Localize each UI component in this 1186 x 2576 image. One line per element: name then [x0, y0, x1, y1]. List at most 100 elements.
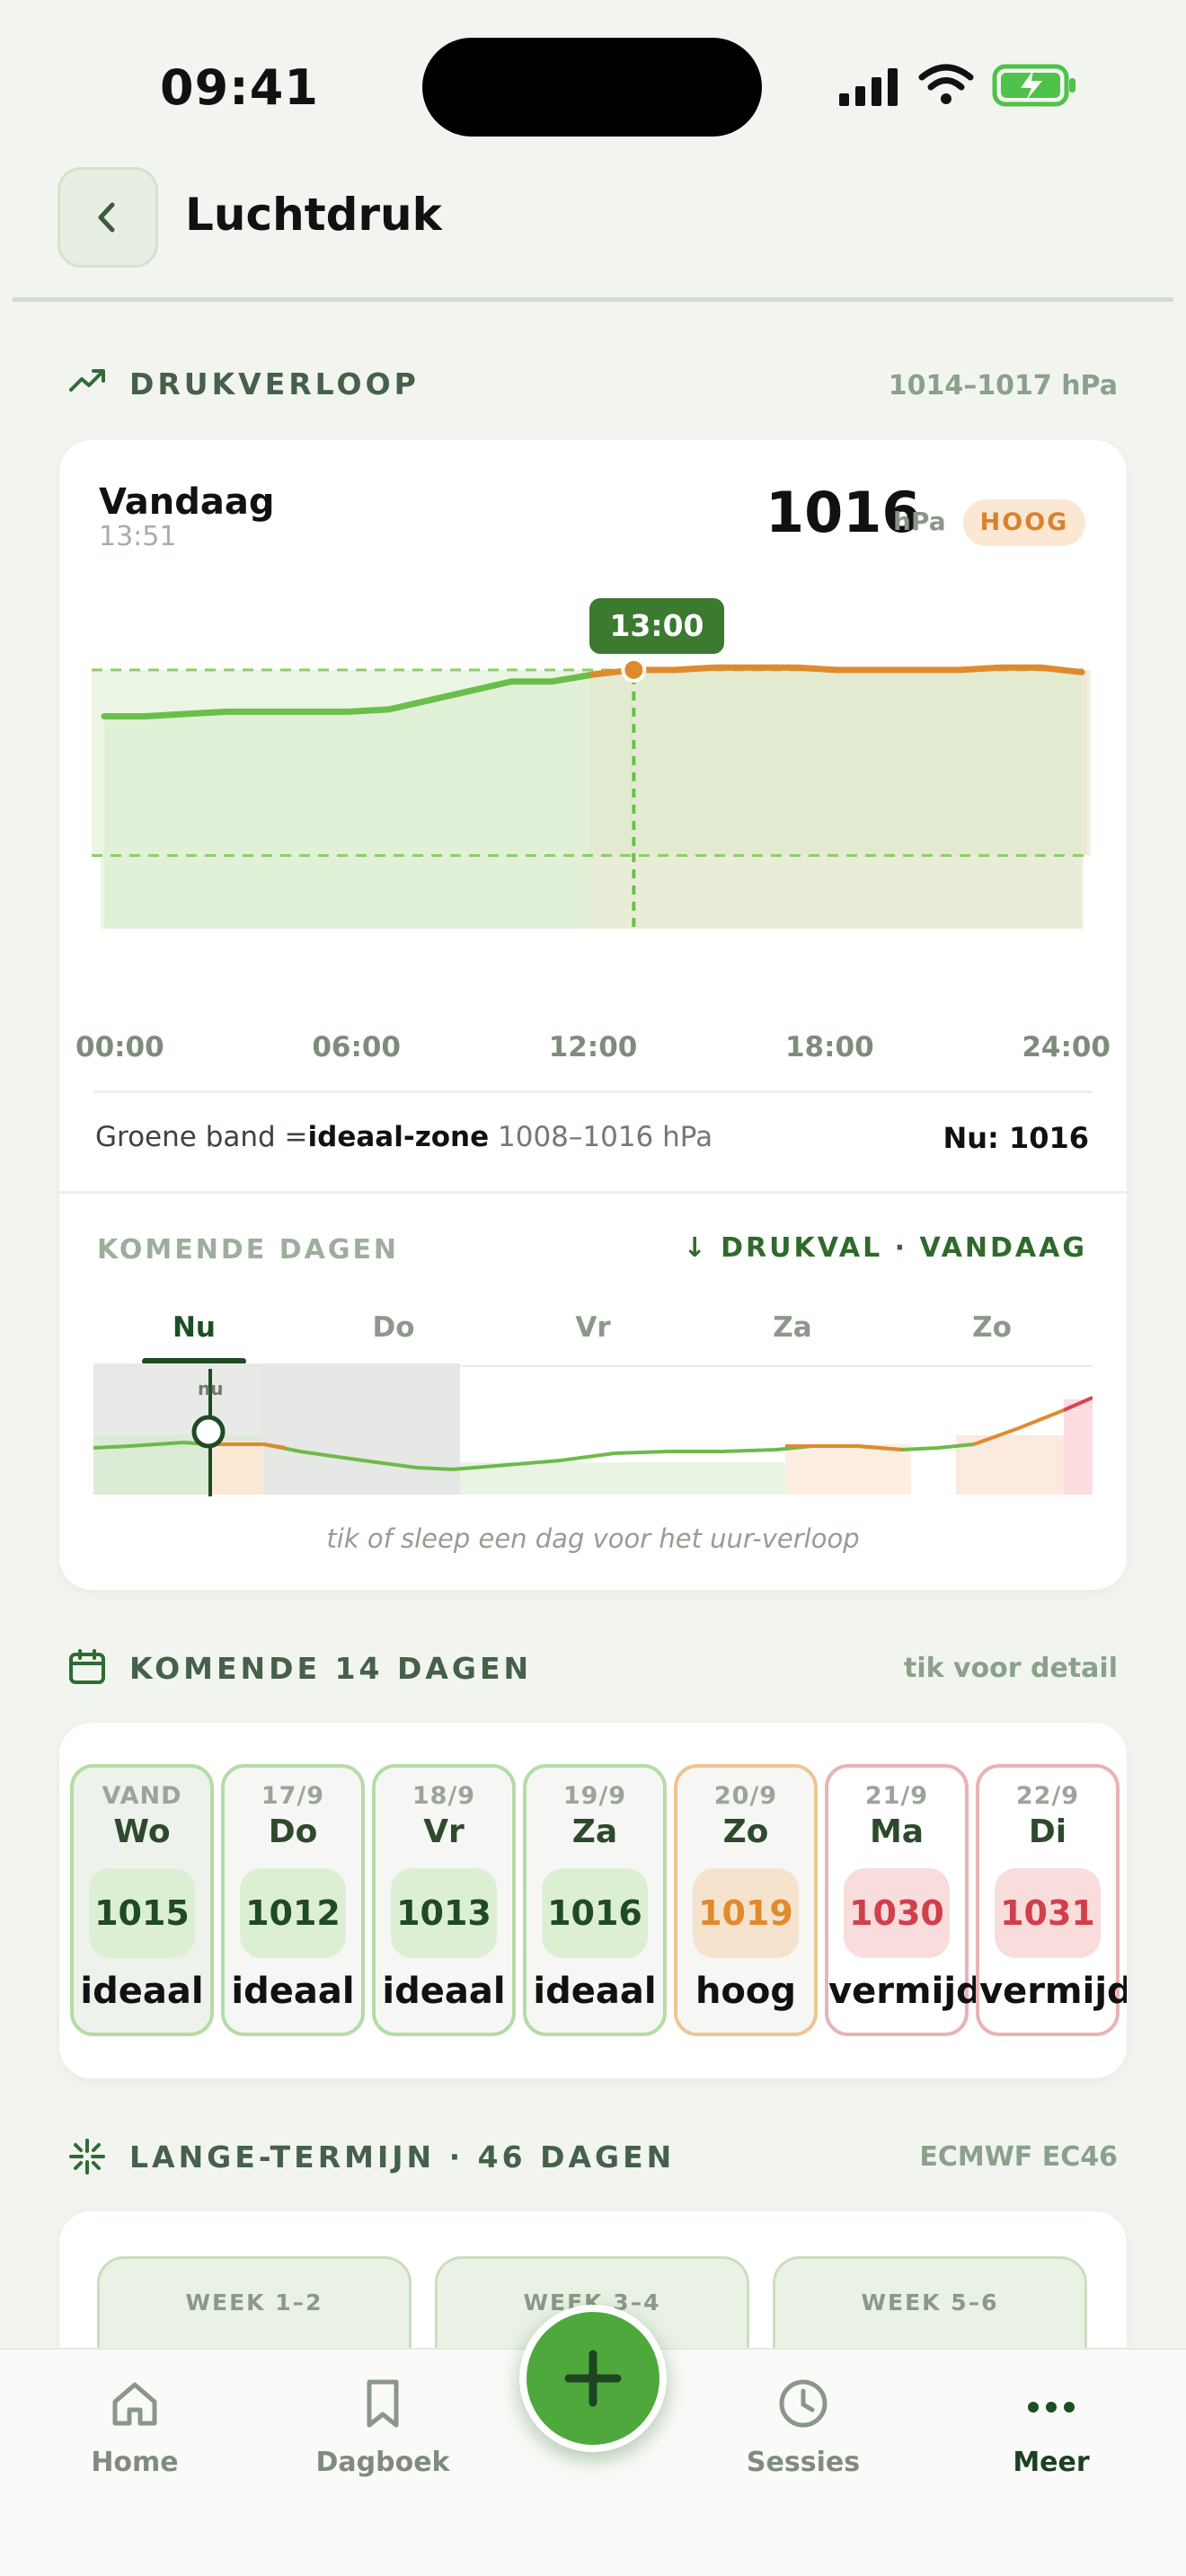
fourteen-days-title: KOMENDE 14 DAGEN	[129, 1651, 533, 1686]
series-line-high	[589, 664, 1085, 678]
day-tile[interactable]: 22/9 Di 1031 vermijden	[976, 1764, 1127, 2036]
tab-sessions[interactable]: Sessies	[713, 2377, 893, 2478]
tab-label: Home	[91, 2447, 179, 2478]
tab-label: Meer	[1013, 2447, 1090, 2478]
day-name: Zo	[722, 1813, 769, 1850]
day-tile[interactable]: VAND Wo 1015 ideaal	[70, 1764, 214, 2036]
x-tick: 00:00	[75, 1031, 164, 1063]
tab-friday[interactable]: Vr	[575, 1311, 611, 1344]
long-term-source: ECMWF EC46	[919, 2141, 1118, 2173]
current-point	[621, 657, 647, 683]
day-date: VAND	[102, 1782, 182, 1810]
x-tick: 18:00	[784, 1031, 874, 1063]
detail-hint[interactable]: tik voor detail	[903, 1653, 1118, 1684]
status-time: 09:41	[160, 59, 319, 116]
legend-bold: ideaal-zone	[307, 1121, 490, 1153]
coming-days-title: KOMENDE DAGEN	[97, 1234, 400, 1266]
tab-diary[interactable]: Dagboek	[293, 2377, 473, 2478]
legend-prefix: Groene band =	[95, 1121, 308, 1153]
day-pressure: 1031	[995, 1868, 1101, 1958]
wifi-icon	[918, 63, 974, 110]
day-name: Di	[1028, 1813, 1067, 1850]
day-date: 20/9	[713, 1782, 778, 1810]
tab-saturday[interactable]: Za	[773, 1311, 812, 1344]
now-marker-label: nu	[198, 1378, 224, 1399]
day-tiles-row: VAND Wo 1015 ideaal 17/9 Do 1012 ideaal 18/9 Vr 10…	[70, 1764, 1127, 2036]
trend-range: 1014–1017 hPa	[888, 370, 1118, 401]
tab-now[interactable]: Nu	[172, 1311, 216, 1344]
battery-charging-icon	[992, 63, 1078, 111]
day-tile[interactable]: 18/9 Vr 1013 ideaal	[372, 1764, 516, 2036]
day-tile[interactable]: 19/9 Za 1016 ideaal	[523, 1764, 667, 2036]
day-pressure: 1013	[391, 1868, 497, 1958]
add-button[interactable]	[519, 2305, 667, 2452]
tab-thursday[interactable]: Do	[372, 1311, 415, 1344]
day-date: 21/9	[864, 1782, 929, 1810]
today-label: Vandaag	[99, 481, 275, 523]
day-pressure: 1030	[844, 1868, 950, 1958]
legend-range: 1008–1016 hPa	[489, 1121, 713, 1153]
x-tick: 06:00	[312, 1031, 402, 1063]
pressure-chart[interactable]	[92, 593, 1098, 988]
long-term-title: LANGE-TERMIJN · 46 DAGEN	[129, 2139, 676, 2175]
chart-tooltip: 13:00	[589, 598, 724, 654]
tab-home[interactable]: Home	[45, 2377, 225, 2478]
clock-icon	[779, 2379, 828, 2428]
day-date: 18/9	[412, 1782, 476, 1810]
status-badge: HOOG	[963, 499, 1085, 546]
day-pressure: 1015	[89, 1868, 195, 1958]
x-axis-ticks: 00:00 06:00 12:00 18:00 24:00	[75, 1031, 1111, 1063]
day-status: ideaal	[80, 1971, 204, 2012]
day-tile[interactable]: 20/9 Zo 1019 hoog	[674, 1764, 818, 2036]
day-name: Wo	[113, 1813, 171, 1850]
day-tile[interactable]: 21/9 Ma 1030 vermijden	[825, 1764, 1031, 2036]
day-status: ideaal	[533, 1971, 657, 2012]
tab-sunday[interactable]: Zo	[972, 1311, 1012, 1344]
day-name: Ma	[869, 1813, 925, 1850]
area-fill	[104, 667, 1082, 929]
x-tick: 24:00	[1022, 1031, 1111, 1063]
chart-hint: tik of sleep een dag voor het uur-verloo…	[326, 1523, 860, 1554]
now-value: Nu: 1016	[943, 1121, 1089, 1155]
day-date: 17/9	[261, 1782, 325, 1810]
day-pressure: 1019	[693, 1868, 799, 1958]
week-label: WEEK 5–6	[861, 2289, 999, 2316]
day-status: vermijden	[979, 1971, 1127, 2012]
day-name: Za	[571, 1813, 618, 1850]
sparkle-icon	[68, 2138, 106, 2179]
plus-icon	[564, 2350, 622, 2407]
trend-up-icon	[68, 366, 106, 397]
series-line-ideal	[101, 671, 597, 719]
bookmark-icon	[367, 2379, 399, 2428]
card-divider	[93, 1090, 1093, 1093]
day-date: 19/9	[562, 1782, 627, 1810]
day-pressure: 1016	[542, 1868, 648, 1958]
card-divider	[59, 1191, 1127, 1194]
current-pressure-value: 1016	[766, 480, 921, 545]
day-status: ideaal	[382, 1971, 506, 2012]
day-status: ideaal	[231, 1971, 355, 2012]
day-pressure: 1012	[240, 1868, 346, 1958]
day-name: Do	[268, 1813, 318, 1850]
pressure-drop-link[interactable]: ↓ DRUKVAL · VANDAAG	[683, 1232, 1087, 1264]
day-tile[interactable]: 17/9 Do 1012 ideaal	[221, 1764, 365, 2036]
signal-icon	[839, 66, 902, 110]
day-date: 22/9	[1015, 1782, 1080, 1810]
header-divider	[13, 297, 1173, 302]
more-icon	[1028, 2402, 1075, 2413]
tab-active-indicator	[142, 1358, 246, 1364]
tab-more[interactable]: Meer	[961, 2377, 1141, 2478]
fourteen-days-card: VAND Wo 1015 ideaal 17/9 Do 1012 ideaal 18/9 Vr 10…	[59, 1723, 1127, 2078]
page-title: Luchtdruk	[185, 189, 442, 241]
home-icon	[112, 2382, 157, 2426]
day-status: hoog	[695, 1971, 797, 2012]
calendar-icon	[68, 1649, 106, 1689]
today-time: 13:51	[99, 521, 177, 552]
back-button[interactable]	[58, 167, 158, 268]
multi-day-chart[interactable]	[93, 1363, 1093, 1496]
week-label: WEEK 1–2	[185, 2289, 323, 2316]
trend-section-title: DRUKVERLOOP	[129, 366, 420, 401]
dynamic-island	[422, 38, 762, 137]
chevron-left-icon	[98, 202, 115, 233]
x-tick: 12:00	[548, 1031, 638, 1063]
